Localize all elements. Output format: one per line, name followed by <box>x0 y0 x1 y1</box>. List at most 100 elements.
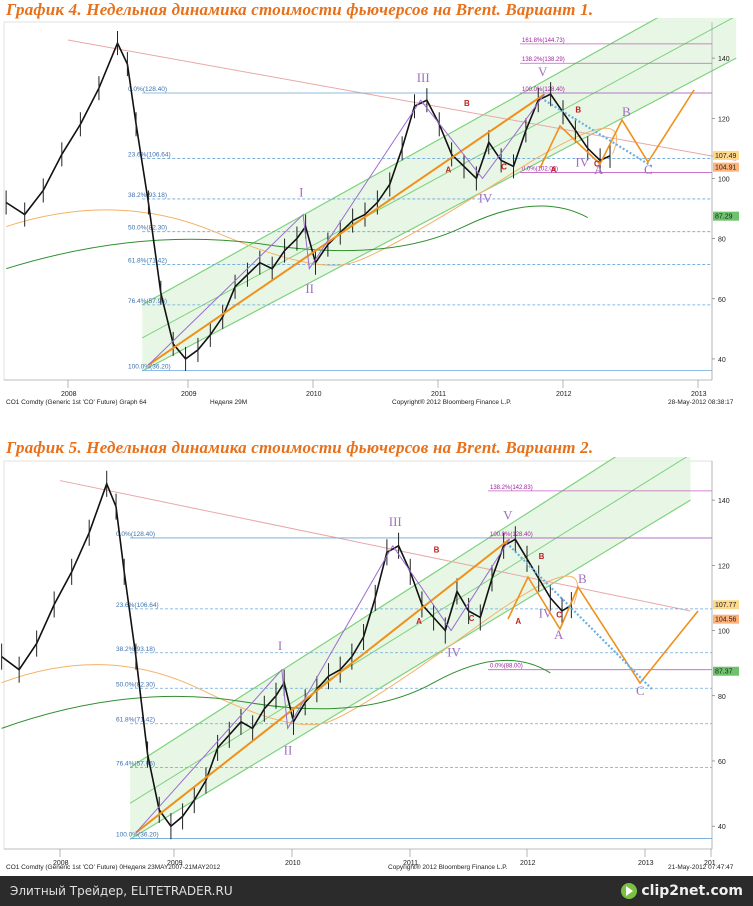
wave-label: IV <box>479 191 493 206</box>
last-price-tag <box>713 614 739 624</box>
fib-extension-label: 0.0%(102.00) <box>522 166 558 172</box>
last-price-label: 104.56 <box>715 617 737 624</box>
price-series-line <box>1 481 572 828</box>
last-price-label: 87.29 <box>715 214 733 221</box>
wave-sub-label: A <box>416 617 422 626</box>
channel-fill <box>130 457 691 840</box>
timestamp-label: 28-May-2012 08:38:17 <box>668 399 734 406</box>
play-icon <box>621 883 638 899</box>
price-series-line <box>5 41 611 360</box>
last-price-tag <box>713 150 739 160</box>
period-label: Неделя 29M <box>210 399 247 406</box>
projection-wave-label: IV <box>539 606 553 621</box>
footer-text: Элитный Трейдер, ELITETRADER.RU <box>10 884 233 898</box>
chart-1: 0.0%(128.40) 23.6%(106.64) 38.2%(93.18) 50.… <box>0 18 753 413</box>
x-tick-label: 2010 <box>306 391 322 398</box>
wave-sub-label: C <box>469 614 475 623</box>
fib-extension-label: 161.8%(144.73) <box>522 38 565 44</box>
wave-label: V <box>538 64 548 79</box>
wave-sub-label: C <box>594 159 600 168</box>
y-tick-label: 40 <box>718 357 726 364</box>
moving-average-green <box>5 205 588 270</box>
wave-sub-label: C <box>501 162 507 171</box>
orange-trendline <box>147 93 546 366</box>
wave-sub-label: A <box>515 617 521 626</box>
x-tick-label: 201 <box>704 860 716 867</box>
clip2net-logo[interactable]: clip2net.com <box>621 880 743 902</box>
chart-1-title: График 4. Недельная динамика стоимости ф… <box>6 0 594 19</box>
fib-level-label: 23.6%(106.64) <box>128 151 171 158</box>
wave-label: V <box>503 508 513 523</box>
y-tick-label: 140 <box>718 56 730 63</box>
fib-level-label: 76.4%(57.96) <box>116 761 155 768</box>
wave-label: I <box>278 638 282 653</box>
projection-path <box>539 89 695 169</box>
last-price-label: 107.77 <box>715 602 737 609</box>
last-price-label: 104.91 <box>715 165 737 172</box>
x-tick-label: 2013 <box>638 860 654 867</box>
projection-wave-label: B <box>578 571 587 586</box>
y-tick-label: 140 <box>718 498 730 505</box>
wave-label: IV <box>447 645 461 660</box>
wave-sub-label: B <box>539 552 545 561</box>
wave-sub-label: A <box>445 165 451 174</box>
fib-extension-label: 100.0%(128.40) <box>522 87 565 93</box>
fib-level-label: 50.0%(82.30) <box>128 225 167 232</box>
wave-sub-label: B <box>464 99 470 108</box>
wave-sub-label: B <box>575 105 581 114</box>
projection-wave-label: C <box>644 162 653 177</box>
fib-extension-label: 138.2%(138.29) <box>522 57 565 63</box>
chart-2: 0.0%(128.40)23.6%(106.64)38.2%(93.18)50.… <box>0 457 753 875</box>
fib-extension-label: 0.0%(88.00) <box>490 664 523 670</box>
footer-bar: Элитный Трейдер, ELITETRADER.RU clip2net… <box>0 876 753 906</box>
x-tick-label: 2009 <box>167 860 183 867</box>
wave-sub-label: C <box>556 611 562 620</box>
projection-wave-label: B <box>622 104 631 119</box>
wave-sub-label: A <box>551 165 557 174</box>
wave-sub-label: B <box>434 545 440 554</box>
y-tick-label: 60 <box>718 759 726 766</box>
last-price-tag <box>713 211 739 221</box>
y-tick-label: 100 <box>718 176 730 183</box>
last-price-label: 87.37 <box>715 669 733 676</box>
projection-wave-label: C <box>636 683 645 698</box>
channel-fill <box>142 18 737 371</box>
y-tick-label: 80 <box>718 694 726 701</box>
x-tick-label: 2013 <box>691 391 707 398</box>
channel-lower-line <box>141 57 737 372</box>
fib-extension-label: 138.2%(142.83) <box>490 485 533 491</box>
fib-level-label: 100.0%(36.20) <box>116 832 159 839</box>
channel-mid-line <box>142 18 734 339</box>
fib-extension-label: 100.0%(128.40) <box>490 532 533 538</box>
y-tick-label: 100 <box>718 629 730 636</box>
x-tick-label: 2008 <box>53 860 69 867</box>
projection-wave-label: A <box>594 162 604 177</box>
last-price-tag <box>713 666 739 676</box>
copyright-label: Copyright® 2012 Bloomberg Finance L.P. <box>388 863 508 871</box>
resistance-trendline <box>67 39 737 161</box>
wave-label: III <box>389 514 402 529</box>
projected-channel-line <box>543 99 653 168</box>
fib-level-label: 0.0%(128.40) <box>116 531 155 538</box>
channel-upper-line <box>141 18 659 306</box>
x-tick-label: 2008 <box>61 391 77 398</box>
x-tick-label: 2012 <box>556 391 572 398</box>
chart-1-svg: 0.0%(128.40)23.6%(106.64)38.2%(93.18)50.… <box>3 18 739 406</box>
resistance-trendline <box>59 480 691 612</box>
instrument-label: CO1 Comdty (Generic 1st 'CO' Future) Gra… <box>6 399 147 406</box>
impulse-wave-path <box>135 538 510 834</box>
y-tick-label: 120 <box>718 116 730 123</box>
fib-level-label: 50.0%(82.30) <box>116 681 155 688</box>
fib-level-label: 61.8%(71.42) <box>116 717 155 724</box>
chart-2-title: График 5. Недельная динамика стоимости ф… <box>6 438 594 457</box>
fib-level-label: 76.4%(57.96) <box>128 298 167 305</box>
y-tick-label: 60 <box>718 297 726 304</box>
fib-level-label: 0.0%(128.40) <box>128 86 167 93</box>
wave-label: I <box>299 184 303 199</box>
x-tick-label: 2010 <box>285 860 301 867</box>
copyright-label: Copyright® 2012 Bloomberg Finance L.P. <box>392 398 512 406</box>
projected-channel-line <box>508 544 653 691</box>
chart-2-svg: 0.0%(128.40)23.6%(106.64)38.2%(93.18)50.… <box>1 457 739 871</box>
x-tick-label: 2012 <box>520 860 536 867</box>
y-tick-label: 120 <box>718 563 730 570</box>
